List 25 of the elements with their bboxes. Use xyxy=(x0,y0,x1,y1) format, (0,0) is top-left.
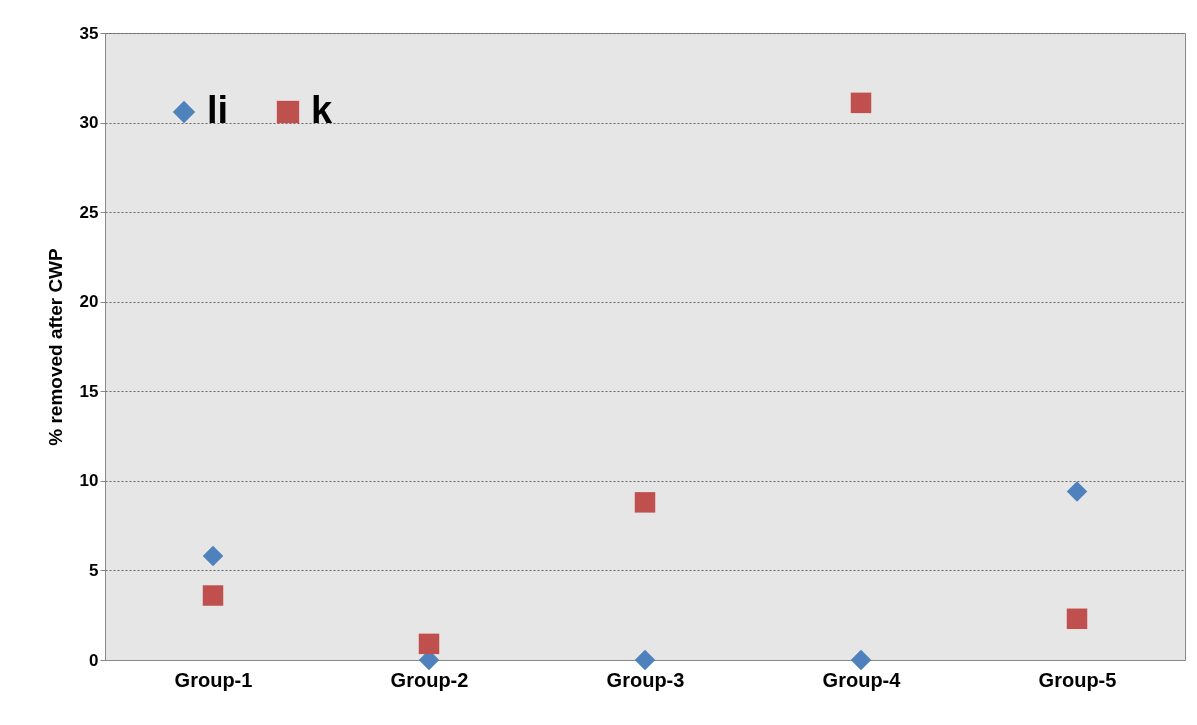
point xyxy=(202,585,224,606)
y-tick-label: 25 xyxy=(79,202,99,222)
point xyxy=(634,492,656,513)
y-tick-label: 0 xyxy=(89,650,99,670)
point xyxy=(418,633,440,655)
x-tick-label: Group-2 xyxy=(390,668,469,691)
point xyxy=(634,649,656,671)
y-tick-label: 5 xyxy=(89,560,99,580)
point xyxy=(850,92,872,114)
y-tick-label: 10 xyxy=(79,471,99,491)
x-tick-label: Group-5 xyxy=(1038,668,1117,691)
x-tick-label: Group-4 xyxy=(822,668,902,691)
y-tick-label: 15 xyxy=(79,381,99,401)
legend-label: li xyxy=(207,89,229,131)
y-tick-label: 35 xyxy=(79,23,99,43)
point xyxy=(1066,481,1088,502)
x-tick-label: Group-3 xyxy=(606,668,685,691)
y-axis-title: % removed after CWP xyxy=(44,247,66,446)
point xyxy=(850,649,872,671)
x-tick-label: Group-1 xyxy=(174,668,253,691)
point xyxy=(202,545,224,567)
legend-label: k xyxy=(311,89,333,131)
y-tick-label: 30 xyxy=(79,113,99,133)
point xyxy=(1066,608,1088,630)
y-tick-label: 20 xyxy=(79,292,99,312)
